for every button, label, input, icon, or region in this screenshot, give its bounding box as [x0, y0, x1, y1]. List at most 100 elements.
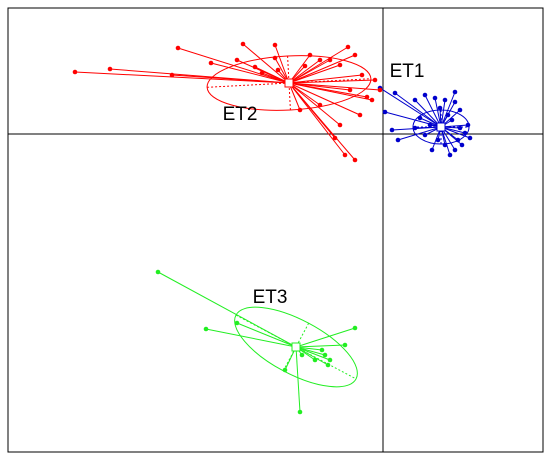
point [107, 66, 113, 72]
class-center [284, 78, 294, 88]
point [259, 70, 265, 76]
point [345, 44, 351, 50]
point [432, 95, 438, 101]
spoke [379, 87, 442, 128]
spoke [434, 97, 442, 128]
class-label: ET2 [223, 104, 258, 125]
point [435, 137, 441, 143]
spoke [288, 59, 321, 84]
point [359, 72, 365, 78]
point [457, 125, 463, 131]
point [322, 352, 328, 358]
spoke [210, 62, 290, 84]
point [382, 109, 388, 115]
point [452, 147, 458, 153]
spoke [236, 322, 297, 348]
point [449, 117, 455, 123]
point [462, 130, 468, 136]
spoke [288, 82, 381, 91]
spoke [440, 91, 456, 128]
point [412, 97, 418, 103]
spoke [394, 92, 442, 128]
point [364, 94, 370, 100]
ellipse-axis [282, 322, 310, 372]
spoke [288, 79, 376, 84]
point [442, 97, 448, 103]
point [357, 112, 363, 118]
spoke [254, 66, 290, 84]
point [312, 357, 318, 363]
point [327, 357, 333, 363]
spoke [177, 47, 290, 84]
point [234, 57, 240, 63]
spoke [295, 346, 331, 361]
point [342, 342, 348, 348]
point [332, 135, 338, 141]
point [465, 122, 471, 128]
plot-frame [7, 7, 544, 453]
ellipse-axis [287, 56, 291, 110]
point [155, 269, 161, 275]
point [169, 72, 175, 78]
spoke [397, 126, 442, 141]
point [252, 64, 258, 70]
point [297, 107, 303, 113]
spoke [295, 346, 329, 366]
spoke [288, 82, 341, 126]
point [352, 325, 358, 331]
point [372, 77, 378, 83]
spoke [295, 344, 346, 348]
point [447, 152, 453, 158]
point [459, 142, 465, 148]
point [302, 63, 308, 69]
point [342, 152, 348, 158]
point [272, 55, 278, 61]
spoke [74, 71, 290, 84]
point [234, 320, 240, 326]
point [337, 62, 343, 68]
point [275, 67, 281, 73]
point [442, 142, 448, 148]
point [377, 87, 383, 93]
spoke [288, 64, 341, 84]
spoke [274, 44, 290, 84]
point [437, 105, 443, 111]
spoke [288, 74, 363, 84]
spoke [288, 46, 349, 84]
point [347, 87, 353, 93]
class-label: ET1 [390, 61, 425, 82]
spoke [288, 82, 346, 156]
point [417, 115, 423, 121]
point [317, 57, 323, 63]
point [422, 132, 428, 138]
point [422, 92, 428, 98]
point [240, 41, 246, 47]
point [457, 107, 463, 113]
point [319, 347, 325, 353]
point [452, 89, 458, 95]
point [327, 57, 333, 63]
point [429, 147, 435, 153]
class-label: ET3 [253, 287, 288, 308]
point [352, 52, 358, 58]
point [452, 99, 458, 105]
spoke [295, 346, 301, 413]
spoke [288, 54, 311, 84]
point [427, 122, 433, 128]
spoke [171, 74, 290, 84]
spoke [288, 82, 368, 98]
spoke [440, 126, 471, 139]
spoke [288, 82, 356, 161]
spoke [295, 327, 356, 348]
point [208, 60, 214, 66]
point [299, 352, 305, 358]
spoke [288, 82, 321, 106]
point [352, 157, 358, 163]
point [175, 45, 181, 51]
point [337, 122, 343, 128]
spoke [424, 94, 442, 128]
point [467, 135, 473, 141]
point [369, 97, 375, 103]
